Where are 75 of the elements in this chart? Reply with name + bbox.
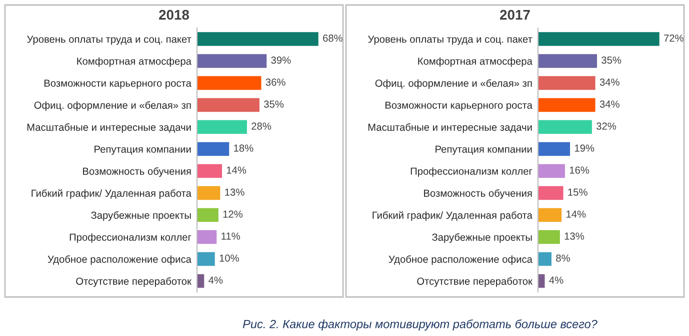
data-label: 14% (226, 166, 246, 174)
data-label: 35% (602, 56, 622, 64)
data-label: 4% (549, 276, 564, 284)
data-label: 72% (664, 34, 684, 42)
data-label: 10% (220, 254, 239, 262)
data-label: 19% (574, 144, 594, 152)
y-tick-label: Зарубежные проекты (432, 233, 532, 243)
y-tick-label: Удобное расположение офиса (388, 255, 532, 265)
data-label: 11% (222, 232, 240, 240)
y-tick-label: Гибкий график/ Удаленная работа (372, 211, 532, 221)
y-tick-label: Профессионализм коллег (70, 233, 192, 243)
data-label: 68% (323, 34, 342, 42)
data-label: 8% (556, 254, 570, 262)
bar (197, 54, 267, 68)
y-tick-label: Зарубежные проекты (91, 211, 191, 221)
bar (538, 230, 560, 244)
bar (538, 98, 596, 112)
data-label: 13% (564, 232, 584, 240)
y-tick-label: Репутация компании (436, 146, 532, 155)
chart-title: 2018 (159, 10, 190, 20)
y-tick-label: Удобное расположение офиса (48, 255, 192, 265)
data-label: 36% (266, 78, 286, 86)
bar (197, 252, 215, 266)
data-label: 13% (225, 188, 244, 196)
data-label: 12% (223, 210, 243, 218)
data-label: 16% (570, 166, 590, 174)
bar (538, 32, 660, 46)
bar (538, 54, 597, 68)
bar (197, 186, 220, 200)
bar (197, 32, 318, 46)
data-label: 32% (596, 122, 616, 130)
data-label: 15% (568, 188, 588, 196)
data-label: 18% (234, 144, 254, 152)
bar (538, 164, 565, 178)
y-tick-label: Возможности карьерного роста (385, 102, 532, 111)
y-tick-label: Возможность обучения (424, 189, 532, 199)
y-tick-label: Уровень оплаты труда и соц. пакет (368, 36, 532, 45)
y-tick-label: Возможности карьерного роста (44, 80, 192, 89)
bar (197, 120, 247, 134)
bar (538, 76, 596, 90)
y-tick-label: Профессионализм коллег (410, 167, 532, 177)
y-tick-label: Комфортная атмосфера (418, 57, 532, 67)
y-tick-label: Масштабные и интересные задачи (27, 123, 191, 133)
bar (197, 98, 260, 112)
bar (538, 186, 564, 200)
bar (197, 230, 217, 244)
bar (538, 142, 570, 156)
bar (538, 252, 552, 266)
y-tick-label: Масштабные и интересные задачи (368, 123, 532, 133)
chart-title: 2017 (500, 10, 530, 20)
bar (538, 120, 592, 134)
data-label: 14% (566, 210, 586, 218)
text: Рис. 2. Какие факторы мотивируют работать больше всего? (242, 319, 598, 331)
y-tick-label: Отсутствие переработок (76, 277, 192, 287)
bar (538, 274, 545, 288)
bar (538, 208, 562, 222)
data-label: 34% (600, 78, 620, 86)
y-tick-label: Отсутствие переработок (417, 277, 532, 287)
bar (197, 208, 218, 222)
bar (197, 142, 230, 156)
bar (197, 164, 222, 178)
data-label: 4% (208, 276, 223, 284)
bar (197, 76, 262, 90)
bar (197, 274, 204, 288)
y-tick-label: Уровень оплаты труда и соц. пакет (27, 36, 192, 45)
data-label: 35% (264, 100, 284, 108)
y-tick-label: Возможность обучения (83, 167, 191, 177)
y-tick-label: Офиц. оформление и «белая» зп (375, 79, 532, 89)
y-tick-label: Репутация компании (94, 146, 191, 155)
y-tick-label: Гибкий график/ Удаленная работа (32, 189, 192, 199)
y-tick-label: Комфортная атмосфера (77, 57, 192, 67)
data-label: 28% (252, 122, 272, 130)
data-label: 39% (271, 56, 291, 64)
y-tick-label: Офиц. оформление и «белая» зп (34, 101, 191, 111)
data-label: 34% (600, 100, 620, 108)
